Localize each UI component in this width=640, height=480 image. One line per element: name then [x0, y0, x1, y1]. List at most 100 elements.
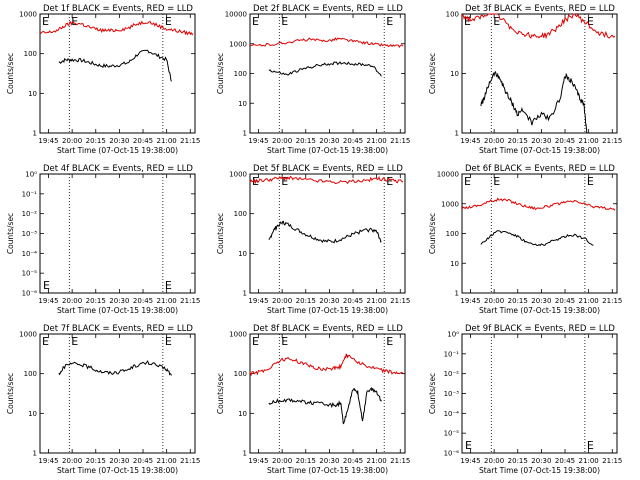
x-tick-label: 21:15 [602, 457, 622, 465]
x-tick-label: 20:30 [531, 137, 551, 145]
plot-frame [249, 333, 406, 454]
plot-frame [249, 13, 406, 134]
x-tick-label: 20:30 [319, 137, 339, 145]
y-tick-label: 1 [455, 130, 459, 138]
x-tick-label: 21:15 [180, 297, 200, 305]
panel-3: Det 3f BLACK = Events, RED = LLD 19:45 20:… [428, 4, 622, 155]
panel-title: Det 3f BLACK = Events, RED = LLD [465, 4, 615, 14]
x-tick-label: 21:00 [579, 297, 599, 305]
panel-5: Det 5f BLACK = Events, RED = LLD 19:45 20:… [216, 164, 410, 315]
x-tick-label: 21:15 [602, 137, 622, 145]
y-tick-label: 10⁰ [447, 331, 459, 339]
y-tick-label: 10⁻⁶ [444, 450, 460, 458]
panel-title: Det 4f BLACK = Events, RED = LLD [43, 164, 193, 174]
x-tick-label: 20:30 [531, 297, 551, 305]
plot-frame [39, 333, 196, 454]
x-tick-label: 20:30 [109, 137, 129, 145]
x-tick-label: 20:00 [484, 297, 504, 305]
y-axis-label: Counts/sec [6, 53, 15, 94]
x-tick-label: 20:00 [272, 297, 292, 305]
plot-frame [461, 173, 618, 294]
time-marker-label: E [165, 15, 172, 28]
time-marker-label: E [42, 15, 49, 28]
y-axis-label: Counts/sec [428, 53, 437, 94]
y-tick-label: 10⁻¹ [444, 350, 460, 358]
x-tick-label: 21:00 [579, 137, 599, 145]
x-tick-label: 21:15 [180, 137, 200, 145]
panel-title: Det 8f BLACK = Events, RED = LLD [253, 324, 403, 334]
y-tick-label: 1000 [229, 171, 247, 179]
time-marker-label: E [386, 15, 393, 28]
y-axis-label: Counts/sec [216, 213, 225, 254]
x-tick-label: 20:45 [555, 297, 575, 305]
y-tick-label: 10⁻¹ [22, 190, 38, 198]
x-tick-label: 20:15 [86, 457, 106, 465]
x-tick-label: 20:00 [272, 457, 292, 465]
x-tick-label: 21:00 [367, 137, 387, 145]
panel-title: Det 1f BLACK = Events, RED = LLD [43, 4, 193, 14]
x-tick-label: 20:15 [86, 137, 106, 145]
panel-title: Det 2f BLACK = Events, RED = LLD [253, 4, 403, 14]
y-tick-label: 10⁻³ [444, 390, 460, 398]
time-marker-label: E [42, 335, 49, 348]
y-tick-label: 1000 [19, 11, 37, 19]
x-tick-label: 20:45 [343, 457, 363, 465]
x-tick-label: 19:45 [38, 297, 58, 305]
y-tick-label: 10⁻⁵ [22, 270, 38, 278]
y-tick-label: 100 [24, 370, 37, 378]
x-tick-label: 20:45 [343, 297, 363, 305]
x-tick-label: 21:00 [157, 457, 177, 465]
time-marker-label: E [71, 335, 78, 348]
x-tick-label: 19:45 [460, 137, 480, 145]
y-tick-label: 100 [446, 11, 459, 19]
time-marker-label: E [493, 15, 500, 28]
x-tick-label: 20:45 [133, 297, 153, 305]
panel-6: Det 6f BLACK = Events, RED = LLD 19:45 20:… [428, 164, 622, 315]
y-tick-label: 10 [450, 70, 459, 78]
y-tick-label: 100 [234, 70, 247, 78]
series-events [480, 230, 594, 247]
y-axis-label: Counts/sec [428, 373, 437, 414]
y-tick-label: 10 [238, 100, 247, 108]
y-axis-label: Counts/sec [6, 213, 15, 254]
x-tick-label: 21:00 [367, 297, 387, 305]
y-tick-label: 1 [33, 130, 37, 138]
panel-8: Det 8f BLACK = Events, RED = LLD 19:45 20:… [216, 324, 410, 475]
time-marker-label: E [281, 335, 288, 348]
x-axis-label: Start Time (07-Oct-15 19:38:00) [267, 466, 388, 475]
time-marker-label: E [465, 439, 472, 452]
series-lld [250, 37, 404, 49]
y-axis-label: Counts/sec [216, 53, 225, 94]
y-tick-label: 1 [243, 130, 247, 138]
y-tick-label: 10⁻⁴ [22, 250, 38, 258]
series-lld [249, 353, 404, 377]
time-marker-label: E [464, 175, 471, 188]
time-marker-label: E [281, 175, 288, 188]
y-tick-label: 10⁻⁴ [444, 410, 460, 418]
y-tick-label: 10 [28, 90, 37, 98]
x-axis-label: Start Time (07-Oct-15 19:38:00) [267, 146, 388, 155]
panel-title: Det 7f BLACK = Events, RED = LLD [43, 324, 193, 334]
panel-title: Det 6f BLACK = Events, RED = LLD [465, 164, 615, 174]
x-tick-label: 20:30 [109, 457, 129, 465]
x-tick-label: 21:00 [157, 137, 177, 145]
x-tick-label: 20:30 [319, 297, 339, 305]
series-lld [461, 13, 616, 40]
y-tick-label: 100 [234, 370, 247, 378]
panel-4: Det 4f BLACK = Events, RED = LLD 19:45 20:… [6, 164, 200, 315]
y-tick-label: 1 [33, 450, 37, 458]
x-tick-label: 20:00 [272, 137, 292, 145]
y-tick-label: 100 [446, 230, 459, 238]
plot-frame [39, 13, 196, 134]
x-axis-label: Start Time (07-Oct-15 19:38:00) [479, 146, 600, 155]
x-tick-label: 20:45 [133, 457, 153, 465]
series-events [268, 220, 382, 244]
x-tick-label: 20:15 [86, 297, 106, 305]
time-marker-label: E [165, 335, 172, 348]
y-tick-label: 1000 [229, 40, 247, 48]
x-tick-label: 21:00 [367, 457, 387, 465]
time-marker-label: E [71, 15, 78, 28]
y-tick-label: 10⁰ [25, 171, 37, 179]
series-events [268, 61, 382, 77]
